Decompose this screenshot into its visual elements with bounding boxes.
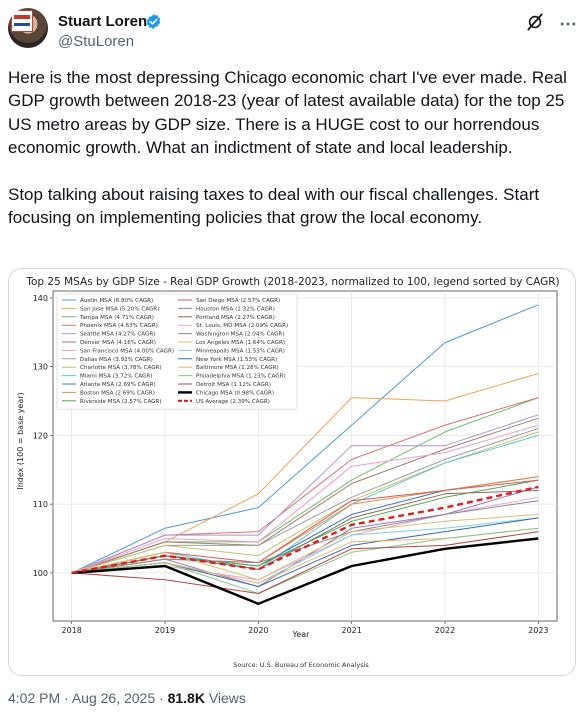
author-handle[interactable]: @StuLoren	[58, 33, 135, 50]
series-line	[71, 527, 539, 594]
legend-entry: Portland MSA (2.27% CAGR)	[196, 315, 275, 321]
legend-entry: Los Angeles MSA (1.64% CAGR)	[196, 340, 285, 346]
y-tick-label: 130	[33, 363, 48, 372]
legend-entry: Austin MSA (6.80% CAGR)	[80, 298, 153, 304]
y-tick-label: 100	[33, 569, 48, 578]
legend-entry: Miami MSA (3.72% CAGR)	[80, 374, 152, 380]
chart-source: Source: U.S. Bureau of Economic Analysis	[233, 661, 369, 669]
legend-entry: Philadelphia MSA (1.23% CAGR)	[196, 374, 286, 380]
chart-title: Top 25 MSAs by GDP Size - Real GDP Growt…	[25, 276, 559, 288]
series-line	[71, 513, 539, 581]
verified-badge-icon	[146, 14, 161, 29]
x-tick-label: 2023	[528, 626, 548, 635]
avatar-sign-image	[11, 10, 33, 32]
legend-entry: Phoenix MSA (4.63% CAGR)	[80, 323, 158, 329]
gdp-line-chart: Top 25 MSAs by GDP Size - Real GDP Growt…	[16, 276, 560, 669]
grok-icon[interactable]	[525, 12, 545, 32]
x-tick-label: 2020	[248, 626, 268, 635]
author-name[interactable]: Stuart Loren	[58, 13, 148, 30]
x-tick-label: 2021	[341, 626, 361, 635]
meta-separator: ·	[159, 690, 164, 706]
legend-entry: Denver MSA (4.16% CAGR)	[80, 340, 156, 346]
legend-entry: New York MSA (1.53% CAGR)	[196, 357, 277, 363]
legend-entry: Atlanta MSA (2.69% CAGR)	[80, 382, 156, 388]
series-line	[71, 531, 539, 594]
series-line	[71, 424, 539, 574]
legend-entry: Dallas MSA (3.92% CAGR)	[80, 357, 153, 363]
tweet-paragraph-2: Stop talking about raising taxes to deal…	[8, 184, 540, 228]
legend-entry: Washington MSA (2.04% CAGR)	[196, 332, 285, 338]
series-line	[71, 304, 539, 574]
chart-ylabel: Index (100 = base year)	[16, 392, 25, 489]
legend-entry: Charlotte MSA (3.78% CAGR)	[80, 365, 162, 371]
x-tick-label: 2022	[435, 626, 455, 635]
views-count: 81.8K	[167, 690, 205, 706]
legend-entry: San Jose MSA (5.20% CAGR)	[80, 306, 159, 312]
legend-entry: Detroit MSA (1.12% CAGR)	[196, 382, 271, 388]
series-line	[71, 537, 539, 605]
legend-entry: Chicago MSA (0.98% CAGR)	[196, 390, 274, 396]
tweet-time[interactable]: 4:02 PM	[8, 690, 61, 706]
series-line	[71, 489, 539, 574]
legend-entry: Houston MSA (2.32% CAGR)	[196, 306, 275, 312]
legend-entry: Seattle MSA (4.27% CAGR)	[80, 332, 155, 338]
meta-separator: ·	[64, 690, 69, 706]
legend-entry: Boston MSA (2.69% CAGR)	[80, 390, 155, 396]
legend-entry: Tampa MSA (4.71% CAGR)	[79, 315, 154, 321]
chart-xlabel: Year	[292, 630, 311, 639]
chart-image[interactable]: Top 25 MSAs by GDP Size - Real GDP Growt…	[8, 268, 576, 676]
series-line	[71, 431, 539, 574]
series-line	[71, 485, 539, 575]
legend-entry: San Diego MSA (2.57% CAGR)	[196, 298, 280, 304]
series-line	[71, 414, 539, 574]
series-line	[71, 417, 539, 574]
y-tick-label: 140	[33, 294, 48, 303]
legend-box	[56, 293, 298, 410]
avatar[interactable]	[8, 8, 48, 48]
legend-entry: St. Louis, MO MSA (2.09% CAGR)	[196, 323, 288, 329]
tweet-date[interactable]: Aug 26, 2025	[71, 690, 156, 706]
views-label: Views	[208, 690, 246, 706]
legend-entry: US Average (2.39% CAGR)	[196, 399, 270, 405]
x-tick-label: 2019	[155, 626, 175, 635]
tweet-paragraph-1: Here is the most depressing Chicago econ…	[8, 68, 567, 158]
x-tick-label: 2018	[61, 626, 81, 635]
legend-entry: Riverside MSA (2.57% CAGR)	[80, 399, 162, 405]
tweet-header: Stuart Loren @StuLoren	[8, 8, 578, 56]
tweet-text: Here is the most depressing Chicago econ…	[8, 66, 578, 252]
tweet-meta: 4:02 PM · Aug 26, 2025 · 81.8K Views	[8, 690, 246, 706]
y-tick-label: 110	[33, 500, 48, 509]
y-tick-label: 120	[33, 431, 48, 440]
more-icon[interactable]	[558, 14, 578, 34]
legend-entry: Minneapolis MSA (1.53% CAGR)	[196, 348, 285, 354]
legend-entry: San Francisco MSA (4.00% CAGR)	[80, 348, 174, 354]
legend-entry: Baltimore MSA (1.28% CAGR)	[196, 365, 279, 371]
